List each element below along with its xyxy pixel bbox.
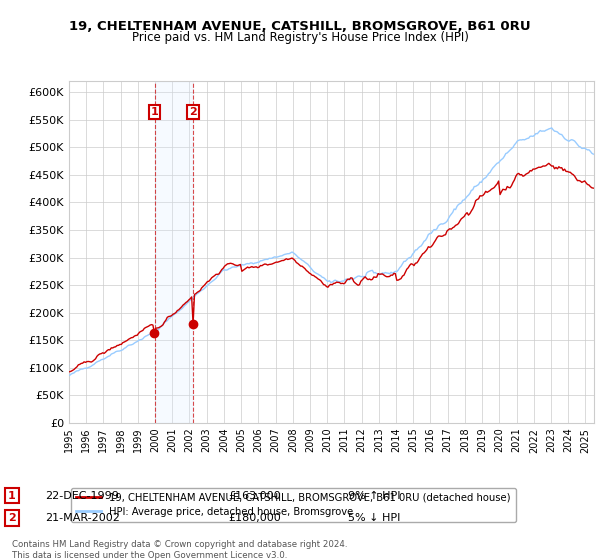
Bar [155, 81, 193, 423]
Text: 1: 1 [151, 106, 158, 116]
Text: 22-DEC-1999: 22-DEC-1999 [45, 491, 119, 501]
Text: 19, CHELTENHAM AVENUE, CATSHILL, BROMSGROVE, B61 0RU: 19, CHELTENHAM AVENUE, CATSHILL, BROMSGR… [69, 20, 531, 32]
Text: 2: 2 [8, 513, 16, 523]
Text: 1: 1 [8, 491, 16, 501]
Text: 21-MAR-2002: 21-MAR-2002 [45, 513, 120, 523]
Legend: 19, CHELTENHAM AVENUE, CATSHILL, BROMSGROVE, B61 0RU (detached house), HPI: Aver: 19, CHELTENHAM AVENUE, CATSHILL, BROMSGR… [71, 488, 516, 521]
Text: 5% ↓ HPI: 5% ↓ HPI [348, 513, 400, 523]
Text: Price paid vs. HM Land Registry's House Price Index (HPI): Price paid vs. HM Land Registry's House … [131, 31, 469, 44]
Text: Contains HM Land Registry data © Crown copyright and database right 2024.
This d: Contains HM Land Registry data © Crown c… [12, 540, 347, 560]
Text: 2: 2 [190, 106, 197, 116]
Text: £163,000: £163,000 [228, 491, 281, 501]
Text: £180,000: £180,000 [228, 513, 281, 523]
Text: 9% ↑ HPI: 9% ↑ HPI [348, 491, 401, 501]
